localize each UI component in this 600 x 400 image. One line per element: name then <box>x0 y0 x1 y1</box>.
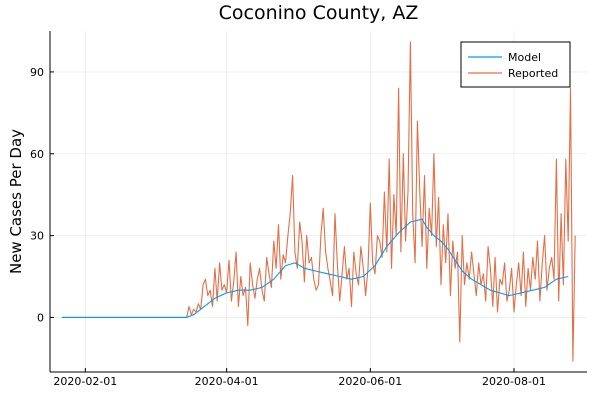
legend-label-model: Model <box>508 51 541 64</box>
series-line-model <box>61 218 569 318</box>
legend: Model Reported <box>460 41 571 88</box>
grid-lines <box>50 31 587 372</box>
y-tick-label: 30 <box>30 230 44 243</box>
tick-labels: 0 30 60 90 2020-02-01 2020-04-01 2020-06-01 202… <box>30 66 546 388</box>
y-axis-title: New Cases Per Day <box>7 129 25 274</box>
series-lines <box>61 41 576 362</box>
legend-label-reported: Reported <box>508 67 558 80</box>
y-tick-label: 0 <box>37 311 44 324</box>
y-tick-label: 60 <box>30 148 44 161</box>
x-tick-label: 2020-08-01 <box>482 375 546 388</box>
axes <box>49 31 587 373</box>
y-tick-label: 90 <box>30 66 44 79</box>
x-tick-label: 2020-06-01 <box>338 375 402 388</box>
x-tick-label: 2020-02-01 <box>53 375 117 388</box>
chart-title: Coconino County, AZ <box>219 2 419 24</box>
legend-box <box>460 41 571 88</box>
x-tick-label: 2020-04-01 <box>195 375 259 388</box>
series-line-reported <box>61 41 576 362</box>
